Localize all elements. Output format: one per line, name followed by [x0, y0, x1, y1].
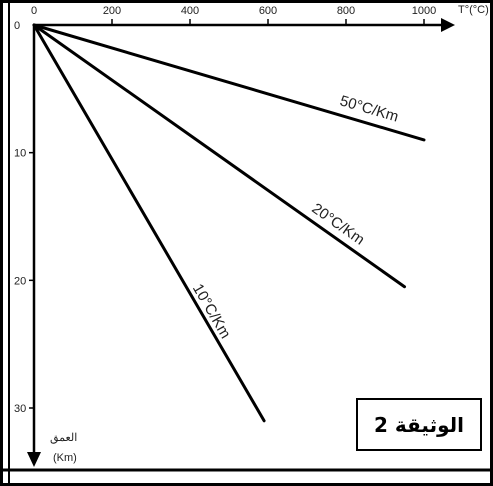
x-tick-label: 800	[337, 5, 355, 17]
x-tick-label: 600	[259, 5, 277, 17]
y-tick-label: 0	[14, 20, 20, 32]
y-tick-label: 20	[14, 275, 26, 287]
document-label-box: الوثيقة 2	[356, 398, 482, 451]
y-tick-label: 10	[14, 148, 26, 160]
x-axis-label: T°(°C)	[458, 4, 489, 16]
x-tick-label: 1000	[412, 5, 436, 17]
series-line-10°C/Km	[32, 23, 266, 423]
series-line-20°C/Km	[32, 23, 406, 289]
axis-ticks: 0 200 400 600 800 1000 0 10 20 30	[14, 5, 436, 415]
y-axis-arrow-icon	[27, 452, 41, 467]
y-tick-label: 30	[14, 403, 26, 415]
x-axis-arrow-icon	[441, 18, 455, 32]
document-label: الوثيقة 2	[374, 412, 464, 437]
x-tick-label: 400	[181, 5, 199, 17]
y-axis-label: العمق	[50, 432, 77, 444]
series-line-50°C/Km	[32, 23, 426, 142]
x-tick-label: 200	[103, 5, 121, 17]
series-label: 50°C/Km	[338, 92, 401, 125]
y-axis-unit: (Km)	[53, 452, 77, 464]
x-tick-label: 0	[31, 5, 37, 17]
